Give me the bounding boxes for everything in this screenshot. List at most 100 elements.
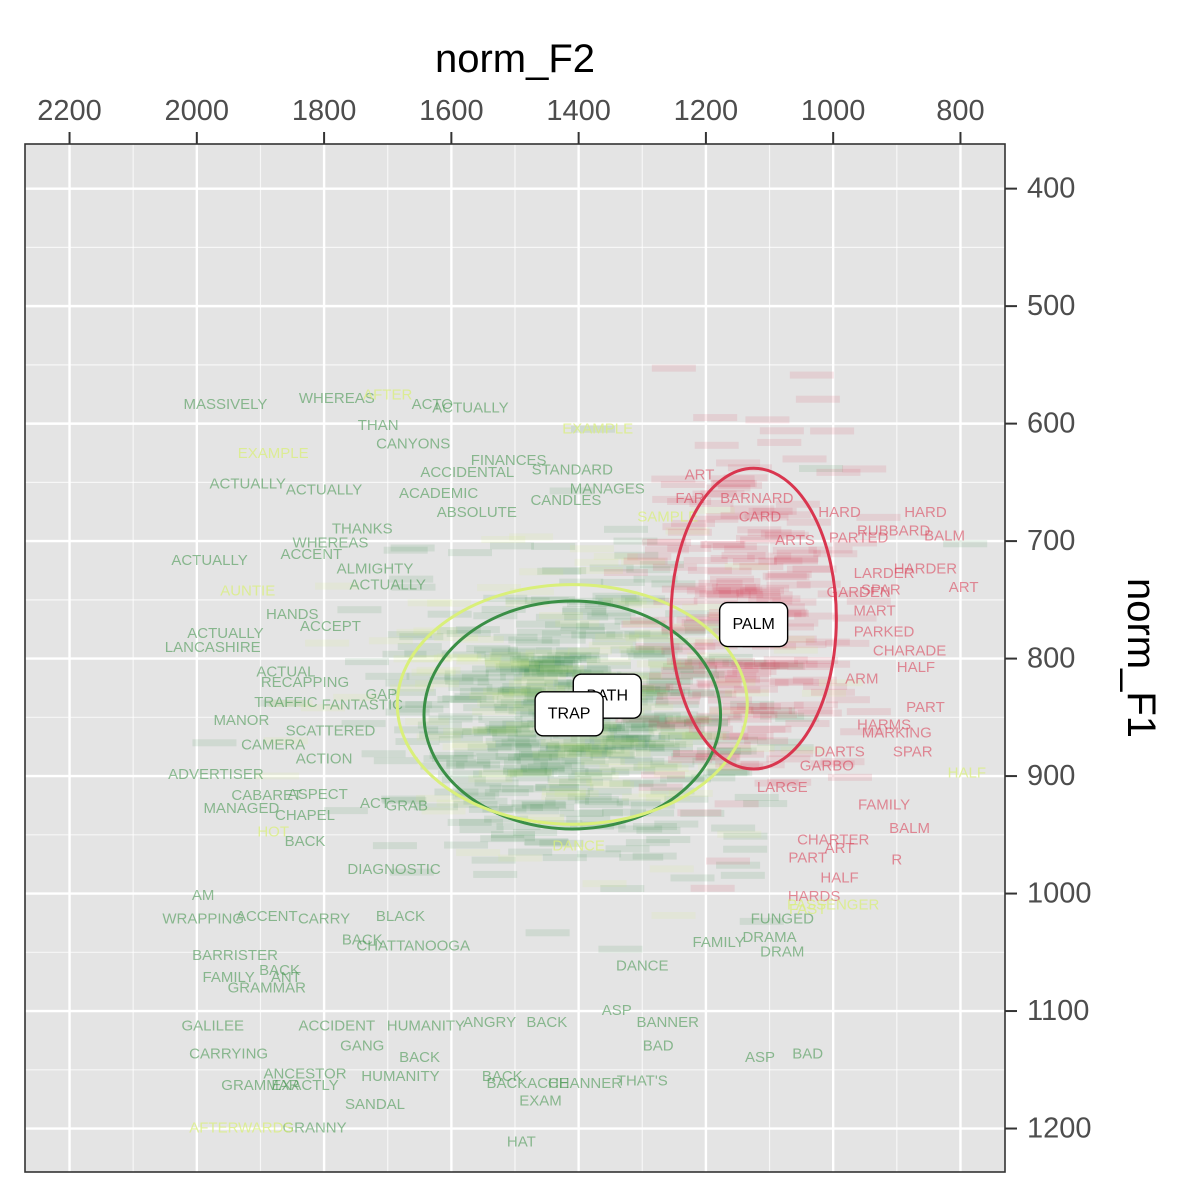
cloud-mark (546, 744, 591, 752)
x-tick-label: 2200 (37, 95, 102, 127)
cloud-mark (531, 669, 576, 677)
cloud-mark (708, 661, 753, 669)
cloud-mark (528, 660, 573, 668)
label-text: TRAP (548, 705, 591, 722)
cloud-mark (741, 725, 786, 733)
cloud-mark (429, 677, 474, 685)
cloud-mark (595, 633, 640, 641)
cloud-mark (648, 661, 693, 669)
cloud-mark (766, 511, 811, 519)
cloud-mark (459, 688, 504, 696)
word-point: ANGRY (463, 1014, 516, 1031)
cloud-mark (846, 597, 891, 605)
cloud-mark (489, 721, 534, 729)
cloud-mark (571, 425, 616, 433)
cloud-mark (788, 707, 833, 715)
cloud-mark (730, 505, 775, 513)
cloud-mark (813, 550, 858, 558)
cloud-mark (361, 750, 406, 758)
word-point: CANDLES (530, 492, 601, 509)
x-tick-label: 1600 (419, 95, 484, 127)
cloud-mark (547, 669, 592, 677)
cloud-mark (508, 707, 553, 715)
cloud-mark (630, 724, 675, 732)
cloud-mark (570, 735, 615, 743)
cloud-mark (390, 684, 435, 692)
cloud-mark (653, 770, 698, 778)
word-point: ART (825, 840, 855, 857)
cloud-mark (611, 766, 656, 774)
cloud-mark (507, 769, 552, 777)
word-point: HARDS (788, 888, 841, 905)
cloud-mark (737, 526, 782, 534)
cloud-mark (682, 603, 727, 611)
cloud-mark (626, 566, 671, 574)
cloud-mark (315, 582, 360, 590)
cloud-mark (620, 744, 665, 752)
cloud-mark (635, 673, 680, 681)
cloud-mark (437, 653, 482, 661)
word-point: CHARTER (797, 832, 869, 849)
cloud-mark (622, 687, 667, 695)
cloud-mark (520, 814, 565, 822)
cloud-mark (715, 584, 760, 592)
cloud-mark (598, 599, 643, 607)
cloud-mark (456, 761, 501, 769)
cloud-mark (773, 646, 818, 654)
cloud-mark (300, 704, 345, 712)
cloud-mark (477, 678, 522, 686)
cloud-mark (672, 665, 717, 673)
word-point: ACTUALLY (350, 577, 426, 594)
cloud-mark (509, 588, 554, 596)
cloud-mark (620, 757, 665, 765)
cloud-mark (519, 568, 564, 576)
cloud-mark (549, 487, 594, 495)
cloud-mark (713, 587, 758, 595)
cloud-mark (712, 543, 757, 551)
cloud-mark (625, 735, 670, 743)
cloud-mark (486, 724, 531, 732)
cloud-mark (544, 680, 589, 688)
cloud-mark (488, 726, 533, 734)
cloud-mark (623, 692, 668, 700)
word-point: HANDS (266, 606, 319, 623)
cloud-mark (648, 720, 693, 728)
cloud-mark (693, 670, 738, 678)
cloud-mark (641, 689, 686, 697)
word-point: ACTUALLY (210, 476, 286, 493)
cloud-mark (497, 687, 542, 695)
cloud-mark (524, 664, 569, 672)
cloud-mark (662, 523, 707, 531)
cloud-mark (711, 583, 756, 591)
word-point: MASSIVELY (183, 396, 267, 413)
cloud-mark (478, 769, 523, 777)
cloud-mark (691, 774, 736, 782)
word-point: ARTS (775, 532, 815, 549)
cloud-mark (740, 761, 785, 769)
word-point: THAT'S (617, 1073, 668, 1090)
cloud-mark (650, 760, 695, 768)
cloud-mark (810, 427, 855, 435)
word-point: ACCENT (236, 908, 298, 925)
cloud-mark (792, 676, 837, 684)
cloud-mark (530, 804, 575, 812)
cloud-mark (624, 597, 669, 605)
cloud-mark (730, 744, 775, 752)
cloud-mark (692, 757, 737, 765)
cloud-mark (485, 737, 530, 745)
cloud-mark (513, 674, 558, 682)
cloud-mark (457, 654, 502, 662)
word-point: HUMANITY (387, 1017, 465, 1034)
cloud-mark (568, 773, 613, 781)
cloud-mark (664, 716, 709, 724)
cloud-mark (720, 750, 765, 758)
cloud-mark (716, 686, 761, 694)
cloud-mark (618, 601, 663, 609)
cloud-mark (473, 770, 518, 778)
cloud-mark (506, 721, 551, 729)
cloud-mark (661, 624, 706, 632)
cloud-mark (604, 525, 649, 533)
cloud-mark (676, 715, 721, 723)
cloud-mark (490, 831, 535, 839)
cloud-mark (637, 761, 682, 769)
